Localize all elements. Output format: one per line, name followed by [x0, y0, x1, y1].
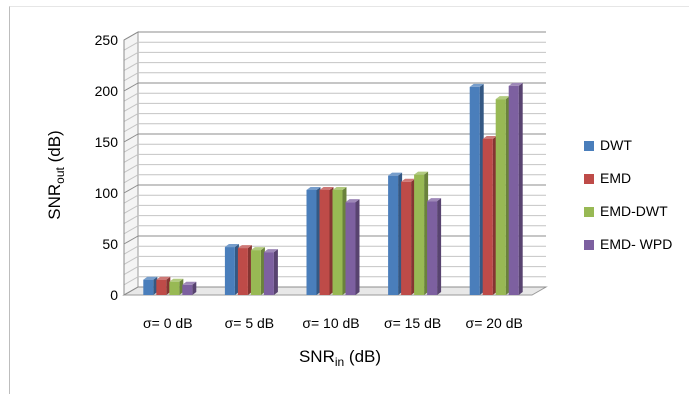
bar: [495, 96, 510, 295]
gridline-depth: [123, 184, 139, 194]
gridline-depth: [123, 143, 139, 153]
x-tick-label: σ= 10 dB: [302, 315, 359, 331]
bar: [182, 281, 197, 295]
bar: [224, 244, 239, 295]
legend-swatch: [584, 141, 594, 151]
legend-label: EMD-DWT: [600, 203, 668, 219]
y-tick-label: 100: [95, 185, 119, 201]
gridline-depth: [123, 245, 139, 255]
y-tick-label: 200: [95, 83, 119, 99]
gridline-depth: [123, 82, 139, 92]
x-tick-label: σ= 15 dB: [384, 315, 441, 331]
gridline-depth: [123, 133, 139, 143]
gridline-depth: [123, 266, 139, 276]
legend-label: EMD: [600, 170, 631, 186]
legend: DWT EMD EMD-DWT EMD- WPD: [584, 137, 672, 252]
bar: [237, 245, 252, 295]
chart-frame: [9, 6, 689, 394]
x-tick-label: σ= 5 dB: [225, 315, 275, 331]
y-tick-label: 250: [95, 32, 119, 48]
gridline-depth: [123, 51, 139, 61]
gridline-depth: [123, 225, 139, 235]
legend-label: DWT: [600, 137, 632, 153]
gridline-depth: [123, 276, 139, 286]
gridline-depth: [123, 113, 139, 123]
bar: [469, 83, 484, 295]
gridline-depth: [123, 153, 139, 163]
bar: [156, 276, 171, 295]
gridline-depth: [123, 164, 139, 174]
bar: [332, 186, 347, 295]
legend-swatch: [584, 174, 594, 184]
bar: [482, 135, 497, 295]
gridline-depth: [123, 31, 139, 41]
bar: [388, 172, 403, 295]
bar: [508, 82, 523, 296]
bar: [414, 171, 429, 295]
gridline-depth: [123, 102, 139, 112]
bar: [169, 278, 184, 295]
bars: [143, 82, 523, 296]
y-axis-ticks: 0 50 100 150 200 250: [95, 32, 119, 303]
bar: [319, 186, 334, 295]
bar: [263, 249, 278, 295]
bar: [306, 186, 321, 295]
x-tick-label: σ= 0 dB: [143, 315, 193, 331]
gridline-depth: [123, 235, 139, 245]
bar: [345, 199, 360, 295]
bar: [250, 247, 265, 295]
gridline-depth: [123, 215, 139, 225]
legend-label: EMD- WPD: [600, 236, 672, 252]
y-tick-label: 150: [95, 134, 119, 150]
bar: [427, 198, 442, 295]
gridline-depth: [123, 255, 139, 265]
legend-swatch: [584, 207, 594, 217]
gridline-depth: [123, 286, 139, 296]
y-axis-title: SNRout (dB): [45, 130, 67, 219]
gridline-depth: [123, 62, 139, 72]
gridline-depth: [123, 123, 139, 133]
x-axis-title: SNRin (dB): [299, 347, 381, 369]
bar: [401, 178, 416, 295]
legend-swatch: [584, 240, 594, 250]
side-wall: [123, 31, 139, 296]
gridline-depth: [123, 41, 139, 51]
x-tick-label: σ= 20 dB: [466, 315, 523, 331]
gridline-depth: [123, 174, 139, 184]
gridline-depth: [123, 92, 139, 102]
gridline-depth: [123, 194, 139, 204]
gridline-depth: [123, 72, 139, 82]
y-tick-label: 0: [110, 287, 118, 303]
bar: [143, 276, 158, 295]
gridline-depth: [123, 204, 139, 214]
y-tick-label: 50: [102, 236, 118, 252]
x-axis-ticks: σ= 0 dB σ= 5 dB σ= 10 dB σ= 15 dB σ= 20 dB: [143, 315, 523, 331]
